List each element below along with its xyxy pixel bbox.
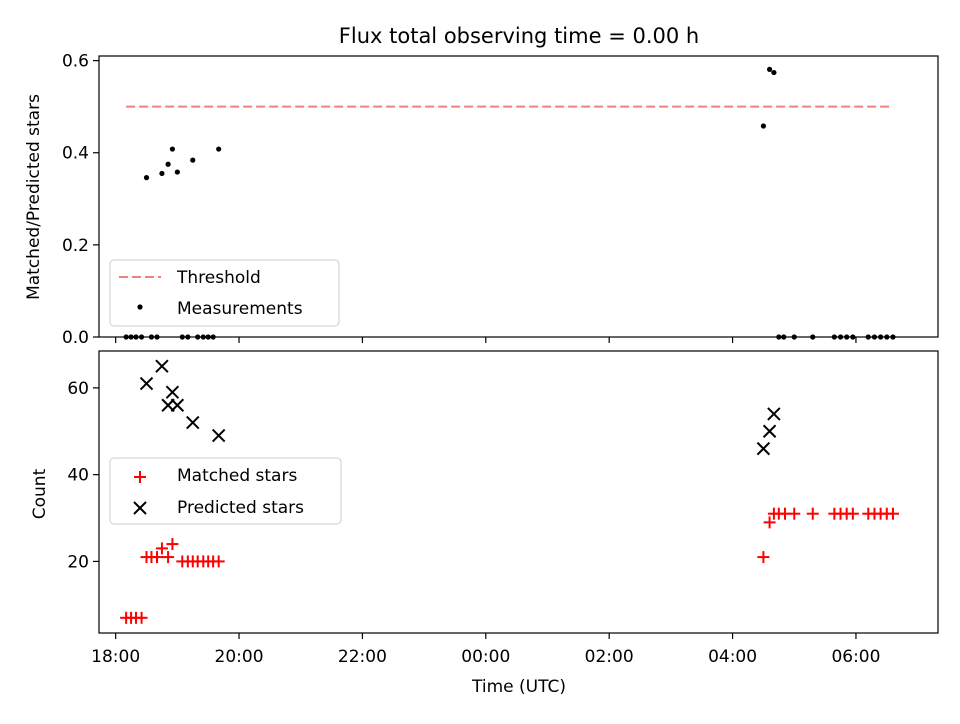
top-legend: Threshold Measurements bbox=[109, 259, 340, 327]
top-plot-area bbox=[123, 66, 896, 340]
predicted-stars-point bbox=[139, 376, 154, 391]
x-tick-label: 20:00 bbox=[215, 647, 264, 667]
matched-stars-point bbox=[806, 507, 819, 520]
bottom-y-axis-label: Count bbox=[30, 468, 50, 519]
legend-measurements-label: Measurements bbox=[177, 299, 303, 319]
top-y-axis-label: Matched/Predicted stars bbox=[24, 94, 44, 300]
matched-stars-point bbox=[166, 538, 179, 551]
legend-predicted-swatch bbox=[133, 501, 147, 515]
y-tick-label: 0.4 bbox=[62, 144, 89, 164]
measurement-point bbox=[174, 169, 180, 175]
matched-stars-point bbox=[162, 551, 175, 564]
matched-stars-point bbox=[846, 507, 859, 520]
matched-stars-point bbox=[788, 507, 801, 520]
measurement-point bbox=[766, 66, 773, 72]
legend-matched-label: Matched stars bbox=[177, 466, 297, 486]
x-axis-label: Time (UTC) bbox=[471, 677, 566, 697]
series-matched-stars bbox=[120, 507, 899, 624]
predicted-stars-point bbox=[170, 398, 185, 412]
matched-stars-point bbox=[135, 611, 148, 624]
bottom-legend: Matched stars Predicted stars bbox=[109, 457, 342, 525]
x-tick-label: 02:00 bbox=[585, 647, 634, 667]
series-measurements bbox=[123, 66, 896, 340]
matched-stars-point bbox=[886, 507, 899, 520]
bottom-panel: 20 40 60 18:00 20:00 22:00 00:00 02:00 04:00 06:… bbox=[30, 350, 939, 697]
x-tick-label: 18:00 bbox=[91, 647, 140, 667]
predicted-stars-point bbox=[767, 407, 781, 421]
top-legend-box bbox=[109, 259, 340, 327]
top-x-ticks bbox=[115, 337, 857, 343]
predicted-stars-point bbox=[155, 359, 169, 373]
matched-stars-point bbox=[757, 551, 770, 564]
y-tick-label: 0.0 bbox=[62, 328, 89, 348]
top-y-ticks: 0.0 0.2 0.4 0.6 bbox=[62, 52, 99, 348]
measurement-point bbox=[159, 170, 165, 177]
y-tick-label: 60 bbox=[67, 379, 89, 399]
series-predicted-stars bbox=[139, 359, 781, 456]
y-tick-label: 0.6 bbox=[62, 52, 89, 72]
measurement-point bbox=[190, 157, 196, 163]
legend-matched-swatch bbox=[134, 471, 146, 483]
predicted-stars-point bbox=[211, 428, 226, 443]
measurement-point bbox=[165, 161, 171, 167]
x-tick-label: 04:00 bbox=[708, 647, 757, 667]
legend-measurements-swatch bbox=[137, 304, 143, 310]
predicted-stars-point bbox=[165, 385, 180, 399]
top-axes-frame bbox=[98, 55, 939, 338]
top-panel: 0.0 0.2 0.4 0.6 Matched/Predicted stars Thr… bbox=[24, 52, 939, 348]
x-tick-label: 00:00 bbox=[461, 647, 510, 667]
bottom-plot-area bbox=[120, 359, 899, 624]
measurement-point bbox=[143, 175, 150, 181]
bottom-legend-box bbox=[109, 457, 342, 525]
bottom-axes-frame bbox=[98, 350, 939, 634]
measurement-point bbox=[760, 123, 767, 129]
bottom-y-ticks: 20 40 60 bbox=[67, 379, 99, 572]
predicted-stars-point bbox=[756, 441, 771, 456]
predicted-stars-point bbox=[186, 415, 200, 430]
measurement-point bbox=[771, 69, 777, 76]
x-tick-label: 22:00 bbox=[338, 647, 387, 667]
matched-stars-point bbox=[150, 551, 163, 564]
x-tick-label: 06:00 bbox=[831, 647, 880, 667]
matched-stars-point bbox=[155, 542, 168, 555]
y-tick-label: 40 bbox=[67, 466, 89, 486]
y-tick-label: 20 bbox=[67, 552, 89, 572]
matched-stars-point bbox=[763, 516, 776, 529]
legend-predicted-label: Predicted stars bbox=[177, 498, 304, 518]
chart-title: Flux total observing time = 0.00 h bbox=[339, 24, 699, 48]
measurement-point bbox=[216, 146, 222, 152]
predicted-stars-point bbox=[762, 424, 777, 438]
y-tick-label: 0.2 bbox=[62, 236, 89, 256]
legend-threshold-label: Threshold bbox=[176, 268, 261, 288]
measurement-point bbox=[169, 146, 176, 152]
matched-stars-point bbox=[212, 555, 225, 568]
bottom-x-ticks: 18:00 20:00 22:00 00:00 02:00 04:00 06:00 bbox=[91, 633, 880, 667]
